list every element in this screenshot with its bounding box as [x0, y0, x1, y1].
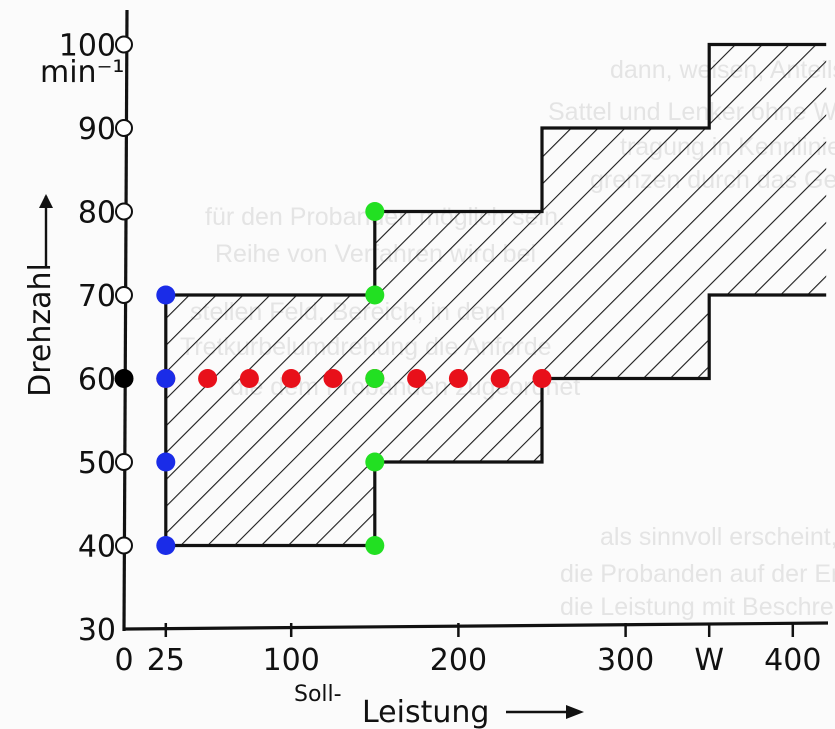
- y-tick-label: 50: [78, 446, 116, 481]
- data-point: [114, 369, 134, 388]
- data-point: [239, 369, 259, 388]
- data-point: [115, 286, 133, 304]
- x-tick-label: 400: [764, 643, 821, 678]
- data-point: [156, 285, 176, 305]
- data-point: [490, 369, 510, 388]
- axes-layer: [39, 9, 829, 719]
- points-layer: [114, 35, 552, 555]
- background-text-line: die Probanden auf der Ergometer: [560, 560, 835, 588]
- data-point: [407, 369, 427, 388]
- band-upper-boundary: [165, 42, 827, 297]
- data-point: [365, 536, 385, 555]
- x-tick-label: 0: [114, 643, 133, 678]
- data-point: [198, 369, 218, 388]
- data-point: [365, 369, 385, 388]
- y-tick-label: 30: [78, 613, 116, 648]
- data-point: [156, 536, 176, 555]
- y-tick-label: 80: [78, 196, 116, 231]
- y-tick-label: 100: [59, 29, 116, 64]
- x-tick-label: 100: [263, 643, 320, 678]
- band-lower-boundary: [165, 293, 827, 548]
- background-text-line: als sinnvoll erscheint, wird die: [600, 523, 835, 551]
- data-point: [156, 452, 176, 472]
- y-tick-label: 70: [78, 279, 116, 314]
- data-point: [156, 369, 176, 388]
- y-tick-label: 60: [78, 363, 116, 398]
- data-point: [115, 35, 133, 54]
- ticks-layer: 30 40 50 60 70 80 90 100 0 25 100 200 300 W 400: [59, 29, 822, 679]
- data-point: [448, 369, 468, 388]
- x-tick-label: 300: [597, 643, 654, 678]
- data-point: [115, 119, 133, 137]
- band-hatch-fill: [165, 44, 827, 546]
- y-tick-label: 40: [78, 530, 116, 565]
- y-axis-line: [122, 9, 129, 632]
- y-axis-unit: min⁻¹: [40, 55, 124, 90]
- x-tick-label: 25: [147, 643, 185, 678]
- data-point: [115, 202, 133, 221]
- data-point: [365, 452, 385, 472]
- y-tick-label: 90: [78, 112, 116, 147]
- x-axis-title-prefix: Soll-: [294, 682, 342, 707]
- data-point: [323, 369, 343, 388]
- data-point: [532, 369, 552, 388]
- background-text-line: die Leistung mit Beschreibung: [560, 593, 835, 621]
- data-point: [281, 369, 301, 388]
- x-axis-line: [123, 621, 829, 631]
- data-point: [115, 536, 133, 555]
- x-axis-title: Leistung: [362, 695, 489, 729]
- data-point: [365, 285, 385, 305]
- y-axis-arrow-head: [39, 194, 53, 208]
- data-point: [115, 453, 133, 471]
- x-tick-label: 200: [430, 643, 487, 678]
- data-point: [365, 202, 385, 221]
- x-tick-label: W: [694, 643, 724, 678]
- x-axis-arrow-head: [566, 705, 584, 719]
- band-layer: [164, 42, 827, 548]
- y-axis-title: Drehzahl: [23, 263, 58, 397]
